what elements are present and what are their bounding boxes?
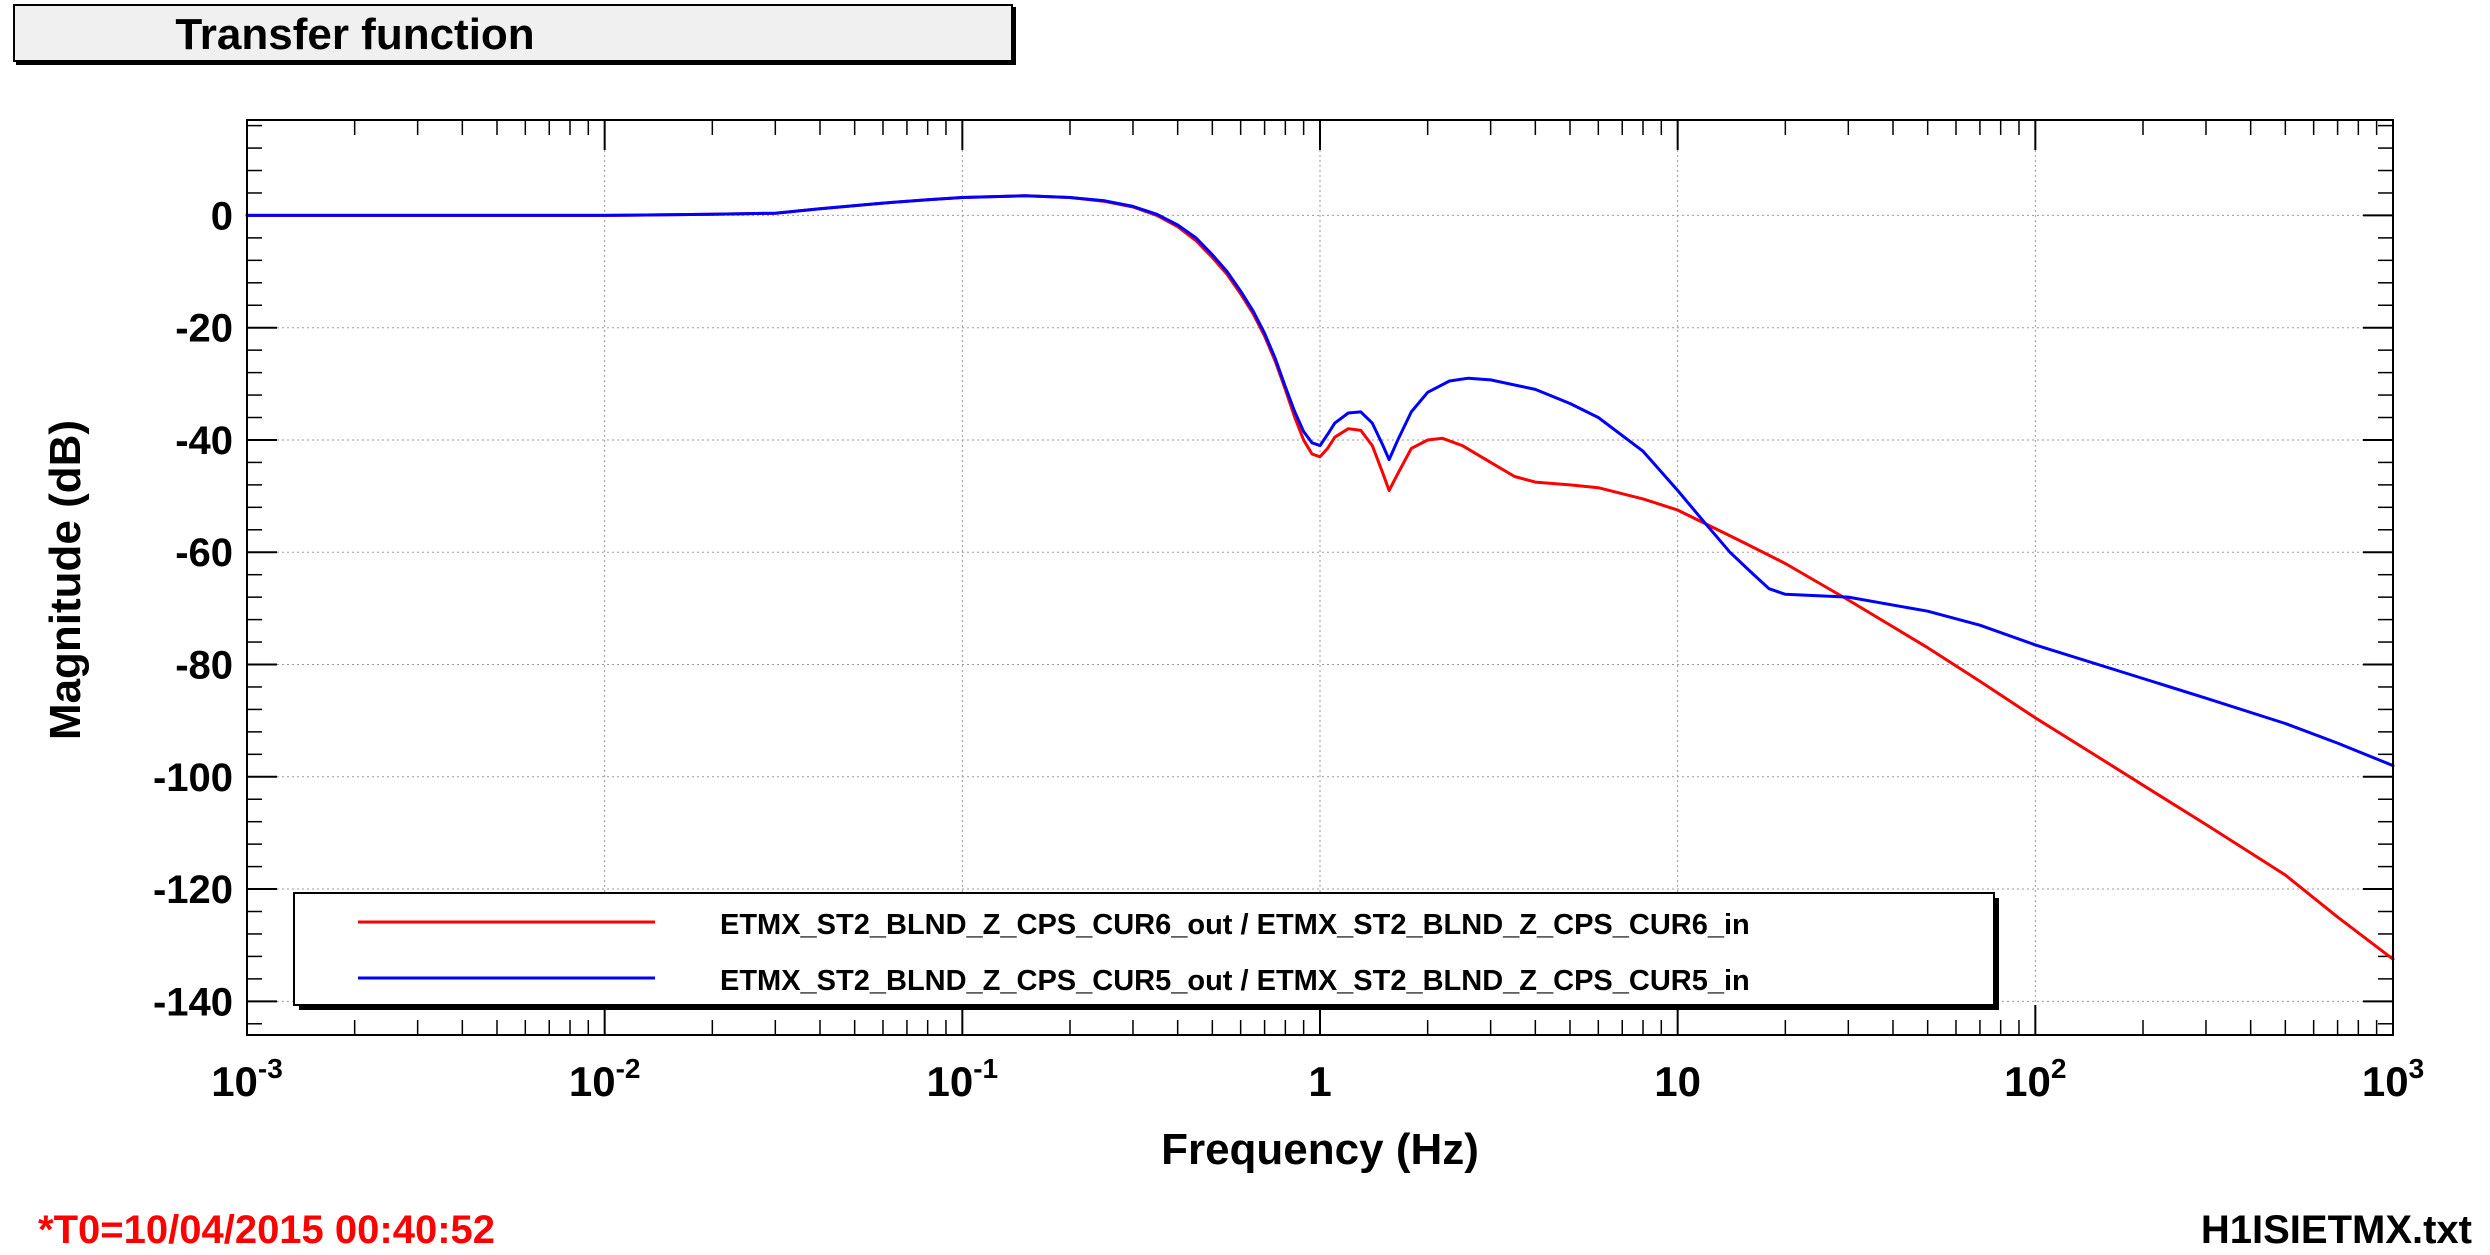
title-box: Transfer function (13, 4, 1013, 62)
y-tick-label: -40 (175, 419, 233, 463)
y-tick-label: -100 (153, 756, 233, 800)
plot-frame (246, 119, 2394, 1036)
y-tick-label: 0 (211, 194, 233, 238)
y-tick-label: -80 (175, 644, 233, 688)
x-tick-label: 10-2 (569, 1053, 641, 1105)
legend-box (293, 892, 1995, 1006)
timestamp-label: *T0=10/04/2015 00:40:52 (38, 1208, 496, 1252)
filename-label: H1ISIETMX.txt (2200, 1208, 2472, 1252)
y-tick-label: -60 (175, 531, 233, 575)
y-tick-label: -140 (153, 980, 233, 1024)
y-tick-labels: 0 -20 -40 -60 -80 -100 -120 -140 (153, 194, 233, 1024)
y-tick-label: -20 (175, 307, 233, 351)
legend-label-cur5: ETMX_ST2_BLND_Z_CPS_CUR5_out / ETMX_ST2_… (720, 965, 1750, 997)
x-tick-label: 10-1 (927, 1053, 999, 1105)
y-tick-label: -120 (153, 868, 233, 912)
minor-ticks (247, 120, 2393, 1035)
x-tick-label: 1 (1308, 1058, 1331, 1105)
x-tick-label: 10 (1654, 1058, 1701, 1105)
series-line-cur5 (245, 194, 2395, 768)
chart-title: Transfer function (175, 10, 535, 59)
x-tick-label: 102 (2004, 1053, 2066, 1105)
x-axis-label: Frequency (Hz) (1161, 1125, 1479, 1174)
x-tick-labels: 10-3 10-2 10-1 1 10 102 103 (211, 1053, 2424, 1105)
legend: ETMX_ST2_BLND_Z_CPS_CUR6_out / ETMX_ST2_… (293, 892, 1999, 1010)
x-tick-label: 103 (2362, 1053, 2424, 1105)
x-tick-label: 10-3 (211, 1053, 283, 1105)
y-axis-label: Magnitude (dB) (41, 420, 90, 740)
legend-label-cur6: ETMX_ST2_BLND_Z_CPS_CUR6_out / ETMX_ST2_… (720, 909, 1750, 941)
series-lines (245, 194, 2395, 961)
